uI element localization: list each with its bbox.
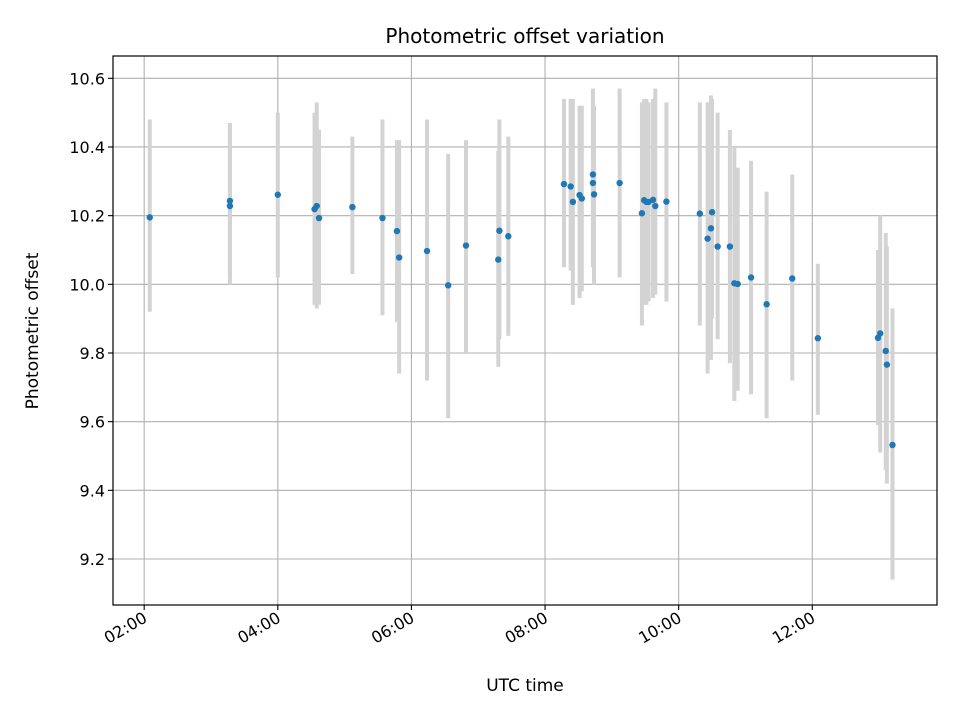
data-point <box>590 191 598 198</box>
data-point <box>444 282 452 289</box>
plot-frame <box>112 55 938 606</box>
data-point <box>393 227 401 235</box>
data-point <box>226 197 234 205</box>
data-point <box>379 214 386 222</box>
y-tick-label: 9.8 <box>80 344 105 363</box>
data-point <box>496 227 503 234</box>
data-point <box>274 191 281 198</box>
data-point <box>505 233 512 240</box>
data-point <box>495 256 502 263</box>
y-tick-label: 9.6 <box>80 413 105 432</box>
data-point <box>578 195 585 202</box>
data-point <box>349 203 356 211</box>
data-point <box>423 247 431 255</box>
data-point <box>567 183 574 190</box>
data-point <box>704 235 711 242</box>
data-point <box>589 179 597 187</box>
data-point <box>462 242 470 249</box>
data-point <box>883 361 891 368</box>
y-tick-label: 10.2 <box>69 207 105 226</box>
y-tick-label: 9.2 <box>80 550 105 569</box>
data-point <box>146 214 153 221</box>
data-point <box>313 202 320 210</box>
data-point <box>714 243 721 250</box>
data-points <box>146 171 896 449</box>
data-point <box>638 210 646 217</box>
data-point <box>763 301 770 308</box>
data-point <box>707 225 715 232</box>
data-point <box>747 274 755 281</box>
data-point <box>560 180 568 188</box>
data-point <box>789 275 796 282</box>
data-point <box>877 330 884 337</box>
data-point <box>708 209 716 216</box>
data-point <box>882 347 889 355</box>
data-point <box>726 243 734 250</box>
y-tick-label: 10.4 <box>69 138 105 157</box>
data-point <box>616 179 623 187</box>
grid-lines <box>113 56 937 605</box>
data-point <box>589 171 597 178</box>
chart-title: Photometric offset variation <box>385 24 664 48</box>
data-point <box>696 210 704 217</box>
data-point <box>649 196 657 204</box>
y-tick-label: 9.4 <box>80 481 105 500</box>
y-axis-ticks: 9.2 9.4 9.6 9.8 10.0 10.2 10.4 10.6 <box>69 69 113 569</box>
data-point <box>315 214 323 222</box>
y-tick-label: 10.6 <box>69 69 105 88</box>
data-point <box>569 198 577 206</box>
x-axis-label: UTC time <box>486 676 564 696</box>
y-axis-label: Photometric offset <box>23 252 43 409</box>
data-point <box>663 198 670 205</box>
data-point <box>814 335 822 342</box>
data-point <box>395 254 403 261</box>
data-point <box>226 202 234 210</box>
data-point <box>734 280 741 288</box>
data-point <box>889 441 896 449</box>
data-point <box>652 202 659 210</box>
y-tick-label: 10.0 <box>69 275 105 294</box>
